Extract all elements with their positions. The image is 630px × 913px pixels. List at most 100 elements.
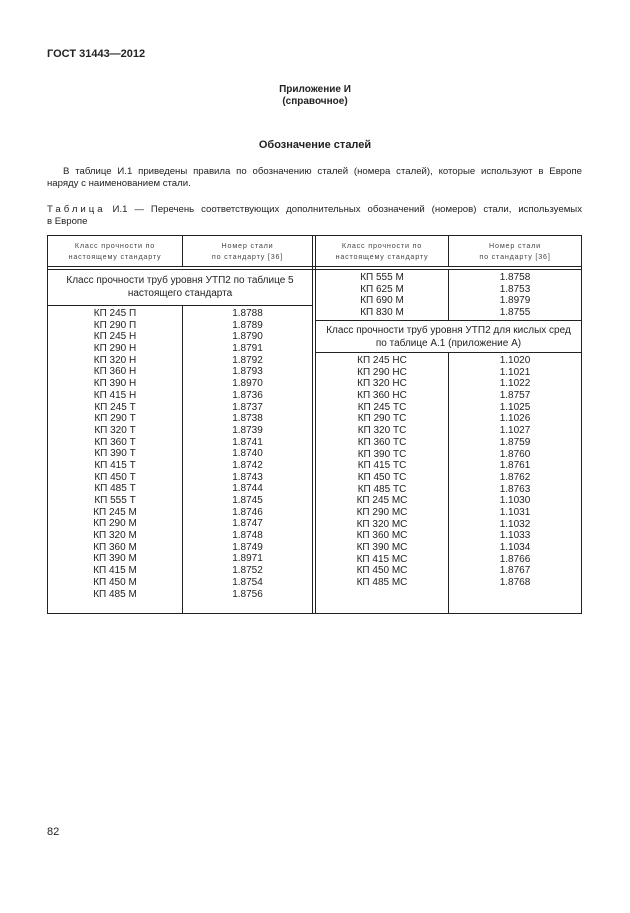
caption-line-2: в Европе xyxy=(47,216,88,227)
strength-class: КП 485 Т xyxy=(94,483,136,495)
left-col2-header: Номер стали по стандарту [36] xyxy=(211,241,284,261)
strength-class: КП 320 Н xyxy=(93,354,137,366)
strength-class: КП 360 МС xyxy=(356,530,408,542)
steel-number: 1.8746 xyxy=(232,506,263,518)
appendix-title: Приложение И xyxy=(279,84,351,95)
left-section-header: Класс прочности труб уровня УТП2 по табл… xyxy=(66,275,294,299)
steel-number: 1.8737 xyxy=(232,401,263,413)
strength-class: КП 450 Т xyxy=(94,471,136,483)
strength-class: КП 390 ТС xyxy=(357,448,407,460)
strength-class: КП 485 МС xyxy=(356,577,408,589)
strength-class: КП 690 М xyxy=(360,295,404,307)
steel-number: 1.1033 xyxy=(499,530,531,542)
strength-class: КП 245 Н xyxy=(93,331,137,343)
section-title: Обозначение сталей xyxy=(258,139,372,151)
steel-number: 1.1030 xyxy=(499,495,531,507)
page-number: 82 xyxy=(47,826,60,838)
right-section-header: Класс прочности труб уровня УТП2 для кис… xyxy=(326,325,571,349)
steel-number: 1.8759 xyxy=(499,436,531,448)
paragraph-line-1: В таблице И.1 приведены правила по обозн… xyxy=(63,166,582,177)
steel-number: 1.8752 xyxy=(232,565,263,577)
steel-number: 1.1034 xyxy=(499,542,531,553)
steel-number: 1.8756 xyxy=(232,588,263,600)
strength-class: КП 415 ТС xyxy=(357,460,407,472)
strength-class: КП 450 МС xyxy=(356,565,408,577)
steel-number: 1.8742 xyxy=(232,459,263,471)
strength-class: КП 245 М xyxy=(93,506,137,518)
strength-class: КП 415 МС xyxy=(356,553,408,565)
steel-number: 1.8792 xyxy=(232,354,263,366)
steel-number: 1.8768 xyxy=(499,577,531,589)
steel-number: 1.8740 xyxy=(232,448,263,460)
table-caption: Таблица И.1 — Перечень соответствующих д… xyxy=(47,204,582,228)
right-col1-header: Класс прочности по настоящему стандарту xyxy=(335,241,429,261)
steel-number: 1.1025 xyxy=(499,401,531,413)
steel-number: 1.8744 xyxy=(232,483,263,495)
strength-class: КП 290 МС xyxy=(356,506,408,518)
steel-number: 1.8743 xyxy=(232,471,263,483)
strength-class: КП 360 М xyxy=(93,541,137,553)
strength-class: КП 450 М xyxy=(93,576,137,588)
strength-class: КП 320 МС xyxy=(356,518,408,530)
right-col2-header: Номер стали по стандарту [36] xyxy=(479,241,551,261)
steel-number: 1.8761 xyxy=(499,460,531,472)
steel-number: 1.1031 xyxy=(499,506,531,518)
caption-text: И.1 — Перечень соответствующих дополните… xyxy=(105,204,582,215)
steel-number: 1.8739 xyxy=(232,424,263,436)
strength-class: КП 245 П xyxy=(93,308,137,319)
strength-class: КП 390 Т xyxy=(94,448,136,460)
steel-number: 1.8763 xyxy=(499,483,531,495)
strength-class: КП 360 Т xyxy=(94,436,136,448)
strength-class: КП 245 НС xyxy=(357,355,407,366)
strength-class: КП 360 НС xyxy=(357,390,407,402)
steel-number: 1.8755 xyxy=(499,307,531,319)
strength-class: КП 625 М xyxy=(360,283,404,295)
strength-class: КП 415 Т xyxy=(94,459,136,471)
strength-class: КП 450 ТС xyxy=(357,471,407,483)
steel-number: 1.1026 xyxy=(499,413,531,425)
steel-number: 1.1022 xyxy=(499,378,531,390)
steel-number: 1.1027 xyxy=(499,425,531,437)
strength-class: КП 290 П xyxy=(93,319,137,331)
steel-number: 1.8738 xyxy=(232,413,263,425)
left-col1-header: Класс прочности по настоящему стандарту xyxy=(68,241,162,261)
strength-class: КП 290 Т xyxy=(94,413,136,425)
steel-number: 1.8790 xyxy=(232,331,263,343)
strength-class: КП 360 ТС xyxy=(357,436,407,448)
strength-class: КП 360 Н xyxy=(93,366,137,378)
steel-number: 1.8736 xyxy=(232,389,263,401)
strength-class: КП 555 М xyxy=(360,272,404,283)
steel-number: 1.8762 xyxy=(499,471,531,483)
steel-number: 1.8766 xyxy=(499,553,531,565)
steel-number: 1.8767 xyxy=(499,565,531,577)
steel-number: 1.8970 xyxy=(232,378,263,390)
strength-class: КП 320 Т xyxy=(94,424,136,436)
strength-class: КП 390 М xyxy=(93,553,137,565)
steel-number: 1.8748 xyxy=(232,530,263,542)
steel-number: 1.8757 xyxy=(499,390,531,402)
caption-prefix: Таблица xyxy=(47,204,106,215)
strength-class: КП 415 М xyxy=(93,565,137,577)
document-id: ГОСТ 31443—2012 xyxy=(47,48,146,60)
steel-number: 1.8749 xyxy=(232,541,263,553)
strength-class: КП 390 МС xyxy=(356,542,408,553)
strength-class: КП 320 НС xyxy=(357,378,407,390)
steel-number: 1.8788 xyxy=(232,308,263,319)
strength-class: КП 485 М xyxy=(93,588,137,600)
steel-number: 1.8758 xyxy=(499,272,531,283)
strength-class: КП 830 М xyxy=(360,307,404,319)
steel-number: 1.8753 xyxy=(499,283,531,295)
strength-class: КП 485 ТС xyxy=(357,483,407,495)
strength-class: КП 290 М xyxy=(93,518,137,530)
steel-number: 1.1020 xyxy=(499,355,531,366)
steel-number: 1.8979 xyxy=(499,295,531,307)
strength-class: КП 415 Н xyxy=(93,389,137,401)
steel-number: 1.8745 xyxy=(232,495,263,506)
steel-number: 1.8971 xyxy=(232,553,263,565)
steel-number: 1.8760 xyxy=(499,448,531,460)
strength-class: КП 390 Н xyxy=(93,378,137,390)
steel-number: 1.1021 xyxy=(499,366,531,378)
strength-class: КП 245 Т xyxy=(94,401,136,413)
appendix-subtitle: (справочное) xyxy=(282,96,348,107)
strength-class: КП 290 НС xyxy=(357,366,407,378)
